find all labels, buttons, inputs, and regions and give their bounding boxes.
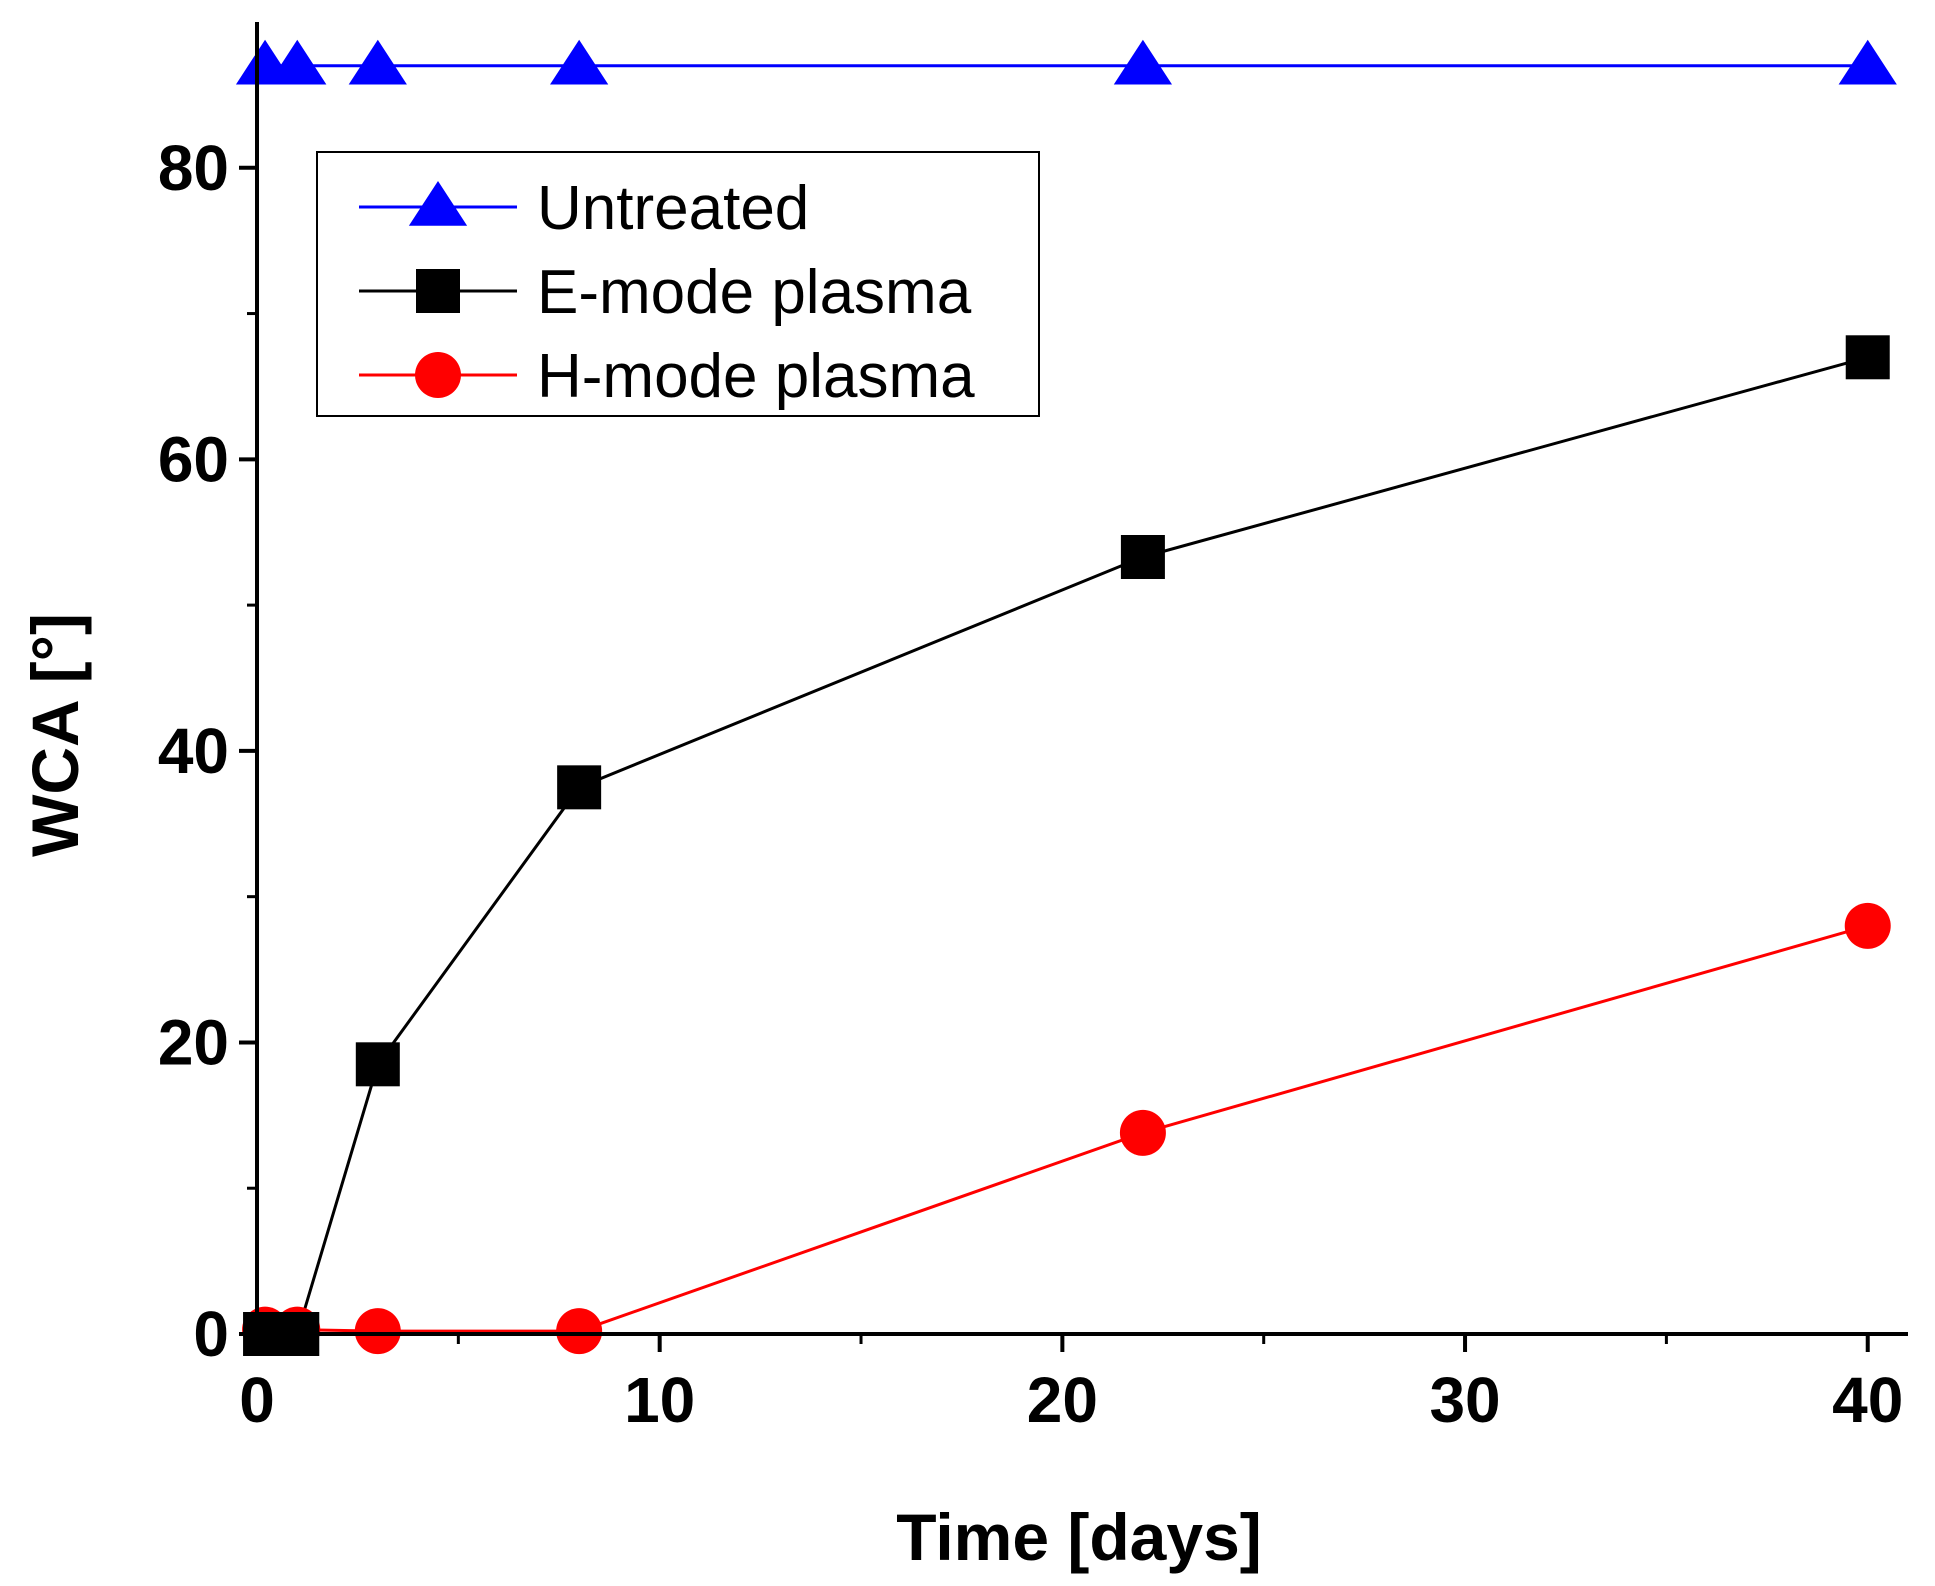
y-axis-title: WCA [°] (18, 613, 92, 857)
legend-marker-e-mode-plasma (416, 269, 460, 313)
y-tick-label: 40 (158, 715, 229, 787)
data-point-e-mode-plasma (1120, 535, 1165, 580)
data-point-e-mode-plasma (557, 765, 602, 810)
y-tick-label: 0 (193, 1298, 229, 1370)
data-point-e-mode-plasma (1845, 335, 1890, 380)
x-tick-label: 20 (1027, 1364, 1098, 1436)
data-point-h-mode-plasma (556, 1308, 603, 1355)
axes-layer: 0 10 20 30 40 0 20 40 60 80 (158, 22, 1908, 1436)
series-layer (235, 39, 1897, 1356)
legend: Untreated E-mode plasma H-mode plasma (316, 151, 1040, 417)
data-point-h-mode-plasma (1844, 902, 1891, 949)
data-point-h-mode-plasma (1119, 1109, 1166, 1156)
legend-marker-h-mode-plasma (415, 352, 461, 398)
legend-label-e-mode-plasma: E-mode plasma (537, 258, 972, 327)
data-point-h-mode-plasma (354, 1308, 401, 1355)
data-point-untreated (550, 39, 609, 85)
legend-marker-untreated (408, 181, 468, 226)
data-point-untreated (1113, 39, 1173, 85)
data-point-e-mode-plasma (355, 1042, 400, 1087)
legend-label-untreated: Untreated (537, 174, 809, 243)
x-tick-label: 10 (624, 1364, 695, 1436)
data-point-untreated (1838, 39, 1897, 85)
y-tick-label: 60 (158, 423, 229, 495)
x-tick-label: 40 (1832, 1364, 1903, 1436)
x-tick-label: 0 (239, 1364, 275, 1436)
x-tick-label: 30 (1429, 1364, 1500, 1436)
y-tick-label: 20 (158, 1006, 229, 1078)
legend-label-h-mode-plasma: H-mode plasma (537, 342, 975, 411)
data-point-untreated (268, 39, 327, 85)
y-tick-label: 80 (158, 132, 229, 204)
data-point-untreated (348, 39, 407, 85)
x-axis-title: Time [days] (896, 1500, 1262, 1574)
